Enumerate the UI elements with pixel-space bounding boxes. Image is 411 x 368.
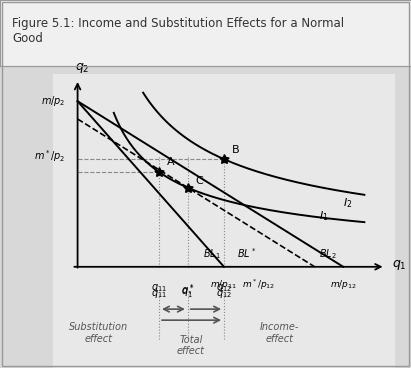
Text: $BL^*$: $BL^*$ bbox=[237, 246, 256, 259]
Text: $q_{12}$: $q_{12}$ bbox=[216, 288, 232, 300]
Text: Substitution
effect: Substitution effect bbox=[69, 322, 128, 344]
Text: $I_2$: $I_2$ bbox=[343, 196, 353, 210]
Text: $m^*/p_{12}$: $m^*/p_{12}$ bbox=[242, 278, 275, 292]
Text: $q_1^*$: $q_1^*$ bbox=[181, 283, 194, 299]
Text: $q_1^*$: $q_1^*$ bbox=[181, 283, 194, 300]
Text: Total
effect: Total effect bbox=[177, 335, 205, 357]
Text: $BL_1$: $BL_1$ bbox=[203, 248, 221, 261]
Text: Figure 5.1: Income and Substitution Effects for a Normal
Good: Figure 5.1: Income and Substitution Effe… bbox=[12, 17, 344, 45]
Text: $q_{11}$: $q_{11}$ bbox=[151, 283, 167, 294]
Text: $q_{11}$: $q_{11}$ bbox=[151, 288, 167, 300]
Text: B: B bbox=[231, 145, 239, 155]
Text: $m/p_{11}$: $m/p_{11}$ bbox=[210, 278, 238, 291]
Text: $q_{12}$: $q_{12}$ bbox=[216, 283, 232, 294]
Text: $I_1$: $I_1$ bbox=[319, 209, 329, 223]
Text: $m/p_2$: $m/p_2$ bbox=[41, 94, 65, 108]
Text: $m/p_{12}$: $m/p_{12}$ bbox=[330, 278, 357, 291]
Text: A: A bbox=[166, 156, 174, 166]
Text: $m^*/p_2$: $m^*/p_2$ bbox=[34, 149, 65, 164]
Text: Income-
effect: Income- effect bbox=[260, 322, 300, 344]
Text: $q_1$: $q_1$ bbox=[392, 258, 406, 272]
Text: C: C bbox=[195, 176, 203, 186]
Text: $q_2$: $q_2$ bbox=[75, 61, 89, 75]
Text: $BL_2$: $BL_2$ bbox=[319, 248, 337, 261]
